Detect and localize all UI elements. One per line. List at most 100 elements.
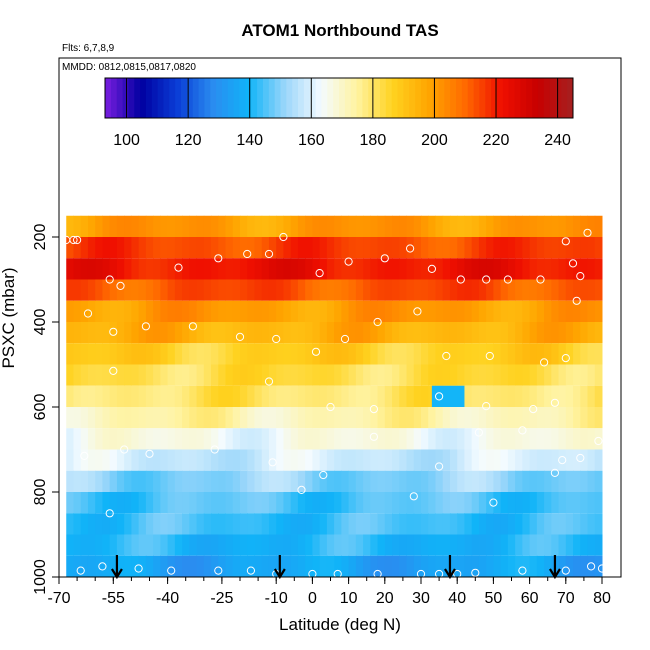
colorbar-swatch (210, 78, 217, 118)
heatmap-cell (276, 343, 284, 365)
x-tick-label: 10 (340, 590, 358, 607)
heatmap-cell (442, 258, 451, 280)
colorbar-swatch (157, 78, 164, 118)
heatmap-cell (507, 513, 516, 535)
colorbar-swatch (555, 78, 562, 118)
heatmap-cell (326, 513, 335, 535)
colorbar-swatch (450, 78, 457, 118)
heatmap-cell (594, 300, 603, 322)
heatmap-cell (174, 513, 183, 535)
heatmap-cell (334, 407, 342, 429)
heatmap-cell (232, 513, 241, 535)
heatmap-cell (319, 428, 328, 450)
heatmap-cell (276, 215, 284, 237)
heatmap-cell (182, 470, 190, 492)
heatmap-cell (449, 428, 458, 450)
heatmap-cell (435, 215, 444, 237)
heatmap-cell (565, 279, 574, 301)
colorbar-swatch (110, 78, 118, 118)
heatmap-cell (580, 300, 589, 322)
heatmap-cell (392, 555, 400, 577)
heatmap-cell (196, 555, 205, 577)
heatmap-cell (232, 534, 241, 556)
heatmap-cell (544, 237, 552, 259)
heatmap-cell (312, 343, 321, 365)
heatmap-cell (536, 215, 545, 237)
heatmap-cell (587, 555, 596, 577)
heatmap-cell (109, 470, 118, 492)
heatmap-cell (167, 534, 176, 556)
heatmap-cell (109, 385, 118, 407)
heatmap-cell (421, 364, 429, 386)
heatmap-cell (334, 322, 342, 344)
heatmap-cell (254, 513, 263, 535)
heatmap-cell (406, 215, 415, 237)
heatmap-cell (297, 300, 306, 322)
heatmap-cell (413, 513, 422, 535)
heatmap-cell (240, 364, 248, 386)
heatmap-cell (319, 555, 328, 577)
heatmap-cell (297, 279, 306, 301)
heatmap-cell (464, 258, 473, 280)
heatmap-cell (421, 343, 429, 365)
sample-point (536, 275, 545, 284)
heatmap-cell (478, 555, 487, 577)
heatmap-cell (449, 492, 458, 514)
heatmap-cell (478, 534, 487, 556)
heatmap-cell (377, 364, 386, 386)
heatmap-cell (522, 492, 531, 514)
heatmap-cell (174, 343, 183, 365)
heatmap-cell (189, 534, 198, 556)
heatmap-cell (247, 322, 255, 344)
heatmap-cell (573, 237, 581, 259)
heatmap-cell (587, 279, 596, 301)
heatmap-cell (240, 322, 248, 344)
heatmap-cell (348, 513, 357, 535)
heatmap-cell (384, 449, 393, 471)
heatmap-cell (326, 279, 335, 301)
heatmap-cell (551, 513, 560, 535)
heatmap-cell (326, 470, 335, 492)
heatmap-cell (493, 513, 502, 535)
heatmap-cell (500, 279, 509, 301)
heatmap-cell (421, 258, 429, 280)
heatmap-cell (87, 555, 96, 577)
heatmap-cell (153, 534, 161, 556)
heatmap-cell (305, 534, 313, 556)
heatmap-cell (493, 322, 502, 344)
heatmap-cell (124, 279, 132, 301)
heatmap-cell (551, 279, 560, 301)
heatmap-cell (377, 470, 386, 492)
heatmap-cell (392, 449, 400, 471)
colorbar-swatch (163, 78, 170, 118)
heatmap-cell (87, 407, 96, 429)
heatmap-cell (276, 364, 284, 386)
heatmap-cell (160, 300, 169, 322)
heatmap-cell (594, 428, 603, 450)
colorbar-swatch (397, 78, 404, 118)
heatmap-cell (377, 407, 386, 429)
heatmap-cell (319, 322, 328, 344)
heatmap-cell (384, 534, 393, 556)
heatmap-cell (102, 279, 111, 301)
heatmap-cell (116, 428, 125, 450)
sample-point (243, 249, 252, 259)
heatmap-cell (268, 534, 277, 556)
heatmap-cell (102, 343, 111, 365)
heatmap-cell (247, 385, 255, 407)
heatmap-cell (87, 322, 96, 344)
heatmap-cell (319, 449, 328, 471)
heatmap-cell (507, 343, 516, 365)
heatmap-cell (283, 343, 292, 365)
heatmap-cell (442, 513, 451, 535)
heatmap-cell (551, 428, 560, 450)
colorbar-swatch (362, 78, 369, 118)
heatmap-cell (297, 470, 306, 492)
heatmap-cell (515, 300, 523, 322)
colorbar-swatch (502, 78, 510, 118)
heatmap-cell (73, 555, 82, 577)
heatmap-cell (471, 343, 480, 365)
heatmap-cell (116, 237, 125, 259)
heatmap-cell (500, 470, 509, 492)
heatmap-cell (392, 385, 400, 407)
